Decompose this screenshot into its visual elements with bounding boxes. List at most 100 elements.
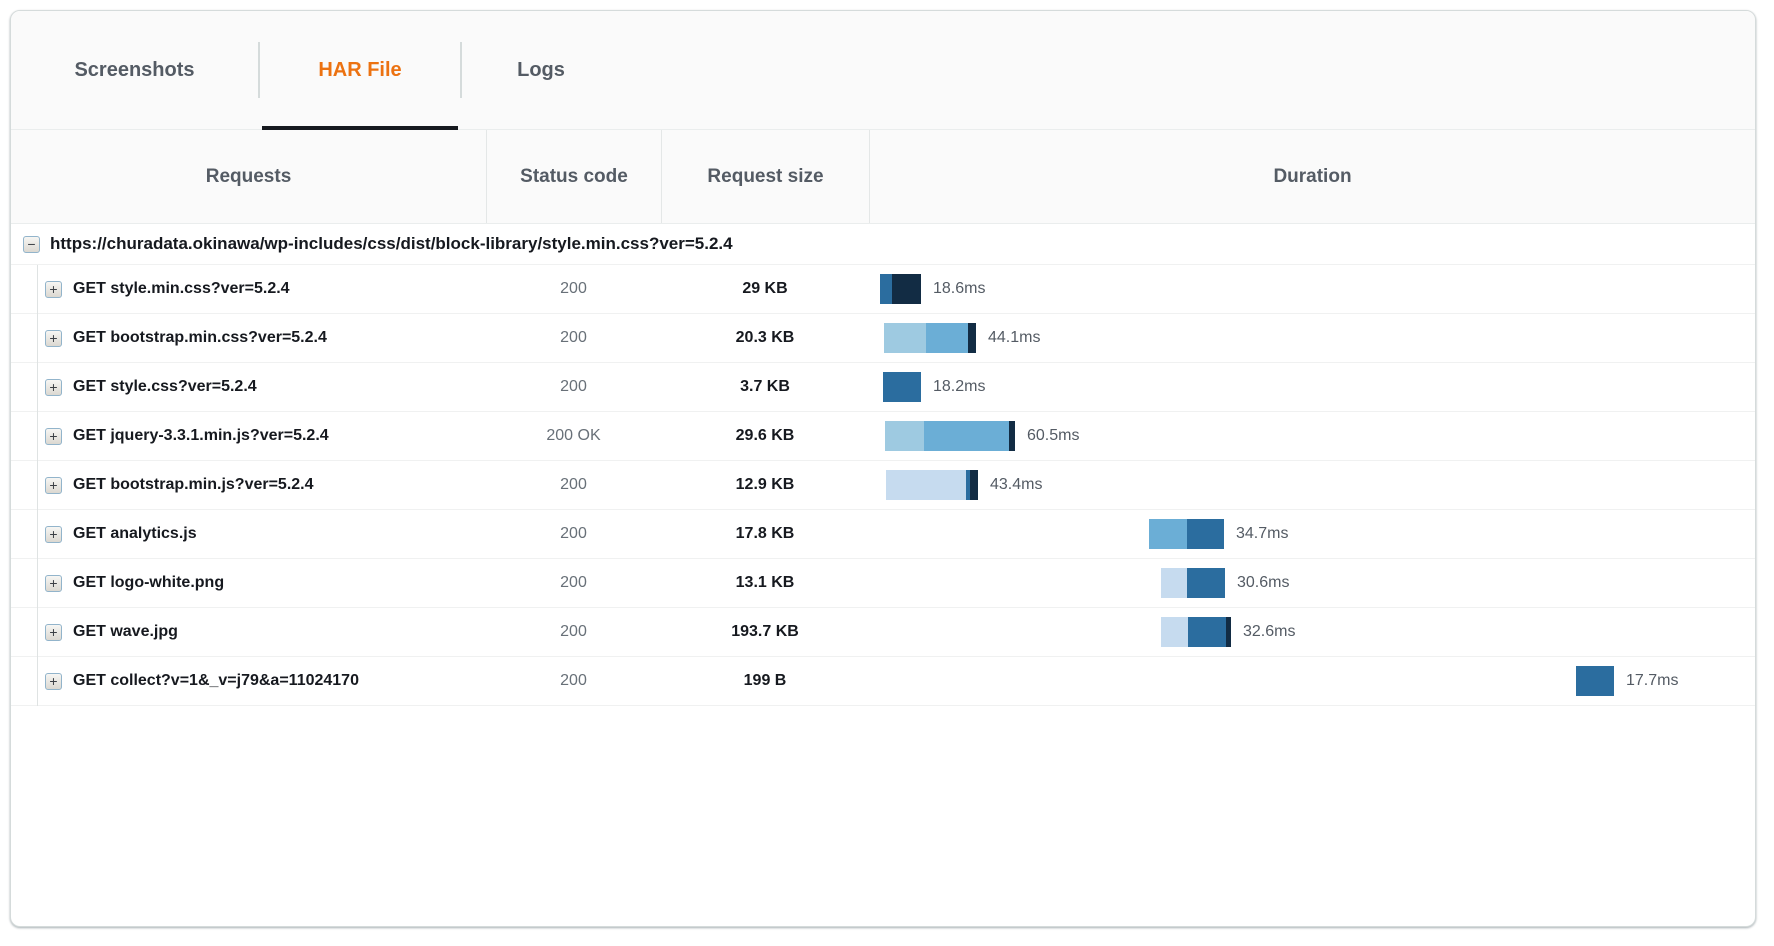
- request-cell: + GET logo-white.png: [11, 574, 486, 592]
- request-size-value: 20.3 KB: [735, 329, 795, 346]
- duration-bar-segment: [1187, 519, 1224, 549]
- request-cell: + GET style.css?ver=5.2.4: [11, 378, 486, 396]
- har-viewer-panel: Screenshots HAR File Logs Requests Statu…: [10, 10, 1756, 927]
- request-name: GET jquery-3.3.1.min.js?ver=5.2.4: [73, 427, 329, 444]
- duration-cell: 44.1ms: [869, 314, 1755, 362]
- request-cell: + GET collect?v=1&_v=j79&a=11024170: [11, 672, 486, 690]
- tab-screenshots[interactable]: Screenshots: [11, 11, 258, 129]
- tab-logs-label: Logs: [517, 58, 565, 81]
- request-name: GET bootstrap.min.css?ver=5.2.4: [73, 329, 327, 346]
- request-size-value: 13.1 KB: [735, 574, 795, 591]
- duration-cell: 34.7ms: [869, 510, 1755, 558]
- duration-bar-segment: [1576, 666, 1614, 696]
- request-name: GET bootstrap.min.js?ver=5.2.4: [73, 476, 314, 493]
- duration-waterfall-bar: [880, 274, 921, 304]
- request-size-value: 12.9 KB: [735, 476, 795, 493]
- column-header-duration: Duration: [869, 130, 1755, 223]
- request-name: GET style.min.css?ver=5.2.4: [73, 280, 290, 297]
- duration-bar-segment: [884, 323, 926, 353]
- duration-label: 60.5ms: [1027, 427, 1080, 444]
- status-code-value: 200: [560, 574, 587, 591]
- duration-waterfall-bar: [885, 421, 1015, 451]
- request-name: GET logo-white.png: [73, 574, 225, 591]
- tab-logs[interactable]: Logs: [462, 11, 620, 129]
- status-code-value: 200: [560, 525, 587, 542]
- tab-har-file[interactable]: HAR File: [260, 11, 460, 130]
- request-row: + GET analytics.js 200 17.8 KB 34.7ms: [11, 510, 1755, 559]
- request-row: + GET bootstrap.min.js?ver=5.2.4 200 12.9 K…: [11, 461, 1755, 510]
- duration-label: 30.6ms: [1237, 574, 1290, 591]
- expand-icon[interactable]: +: [45, 525, 62, 543]
- request-row: + GET jquery-3.3.1.min.js?ver=5.2.4 200 OK…: [11, 412, 1755, 461]
- request-cell: + GET analytics.js: [11, 525, 486, 543]
- status-code-value: 200: [560, 623, 587, 640]
- duration-label: 44.1ms: [988, 329, 1041, 346]
- duration-cell: 60.5ms: [869, 412, 1755, 460]
- request-cell: + GET style.min.css?ver=5.2.4: [11, 280, 486, 298]
- expand-icon[interactable]: +: [45, 427, 62, 445]
- expand-icon[interactable]: +: [45, 672, 62, 690]
- duration-bar-segment: [926, 323, 968, 353]
- column-header-requests: Requests: [205, 165, 292, 187]
- duration-bar-segment: [970, 470, 978, 500]
- request-row: + GET collect?v=1&_v=j79&a=11024170 200 199…: [11, 657, 1755, 706]
- expand-icon[interactable]: +: [45, 378, 62, 396]
- request-row: + GET logo-white.png 200 13.1 KB 30.6ms: [11, 559, 1755, 608]
- request-cell: + GET bootstrap.min.js?ver=5.2.4: [11, 476, 486, 494]
- expand-icon[interactable]: +: [45, 574, 62, 592]
- duration-bar-segment: [968, 323, 976, 353]
- duration-bar-segment: [883, 372, 921, 402]
- tab-screenshots-label: Screenshots: [74, 58, 195, 81]
- expand-icon[interactable]: +: [45, 280, 62, 298]
- request-cell: + GET bootstrap.min.css?ver=5.2.4: [11, 329, 486, 347]
- duration-waterfall-bar: [883, 372, 921, 402]
- status-code-value: 200: [560, 378, 587, 395]
- duration-cell: 18.2ms: [869, 363, 1755, 411]
- duration-cell: 17.7ms: [869, 657, 1755, 705]
- duration-waterfall-bar: [884, 323, 976, 353]
- request-cell: + GET wave.jpg: [11, 623, 486, 641]
- duration-cell: 32.6ms: [869, 608, 1755, 656]
- request-name: GET wave.jpg: [73, 623, 178, 640]
- request-size-value: 29.6 KB: [735, 427, 795, 444]
- duration-cell: 30.6ms: [869, 559, 1755, 607]
- tab-har-file-label: HAR File: [318, 58, 402, 81]
- duration-label: 18.2ms: [933, 378, 986, 395]
- request-size-value: 29 KB: [742, 280, 788, 297]
- request-size-value: 193.7 KB: [731, 623, 799, 640]
- duration-bar-segment: [924, 421, 1009, 451]
- status-code-value: 200: [560, 280, 587, 297]
- status-code-value: 200: [560, 329, 587, 346]
- duration-waterfall-bar: [886, 470, 978, 500]
- request-row: + GET style.css?ver=5.2.4 200 3.7 KB 18.2ms: [11, 363, 1755, 412]
- group-url: https://churadata.okinawa/wp-includes/cs…: [50, 234, 733, 253]
- duration-bar-segment: [966, 470, 970, 500]
- duration-waterfall-bar: [1161, 617, 1231, 647]
- status-code-value: 200 OK: [546, 427, 601, 444]
- expand-icon[interactable]: +: [45, 623, 62, 641]
- expand-icon[interactable]: +: [45, 476, 62, 494]
- collapse-icon[interactable]: −: [23, 235, 40, 253]
- request-size-value: 3.7 KB: [740, 378, 790, 395]
- request-rows: + GET style.min.css?ver=5.2.4 200 29 KB 18.6…: [11, 265, 1755, 706]
- expand-icon[interactable]: +: [45, 329, 62, 347]
- request-group-row: − https://churadata.okinawa/wp-includes/…: [11, 224, 1755, 265]
- duration-bar-segment: [885, 421, 924, 451]
- duration-label: 17.7ms: [1626, 672, 1679, 689]
- duration-bar-segment: [1188, 617, 1226, 647]
- duration-label: 18.6ms: [933, 280, 986, 297]
- request-cell: + GET jquery-3.3.1.min.js?ver=5.2.4: [11, 427, 486, 445]
- column-header-request-size: Request size: [661, 130, 869, 223]
- duration-bar-segment: [1187, 568, 1225, 598]
- duration-cell: 43.4ms: [869, 461, 1755, 509]
- duration-cell: 18.6ms: [869, 265, 1755, 313]
- duration-waterfall-bar: [1161, 568, 1225, 598]
- request-row: + GET style.min.css?ver=5.2.4 200 29 KB 18.6…: [11, 265, 1755, 314]
- duration-label: 43.4ms: [990, 476, 1043, 493]
- tab-divider: [460, 42, 462, 98]
- request-size-value: 199 B: [743, 672, 787, 689]
- request-row: + GET wave.jpg 200 193.7 KB 32.6ms: [11, 608, 1755, 657]
- request-name: GET collect?v=1&_v=j79&a=11024170: [73, 672, 359, 689]
- duration-label: 32.6ms: [1243, 623, 1296, 640]
- duration-waterfall-bar: [1576, 666, 1614, 696]
